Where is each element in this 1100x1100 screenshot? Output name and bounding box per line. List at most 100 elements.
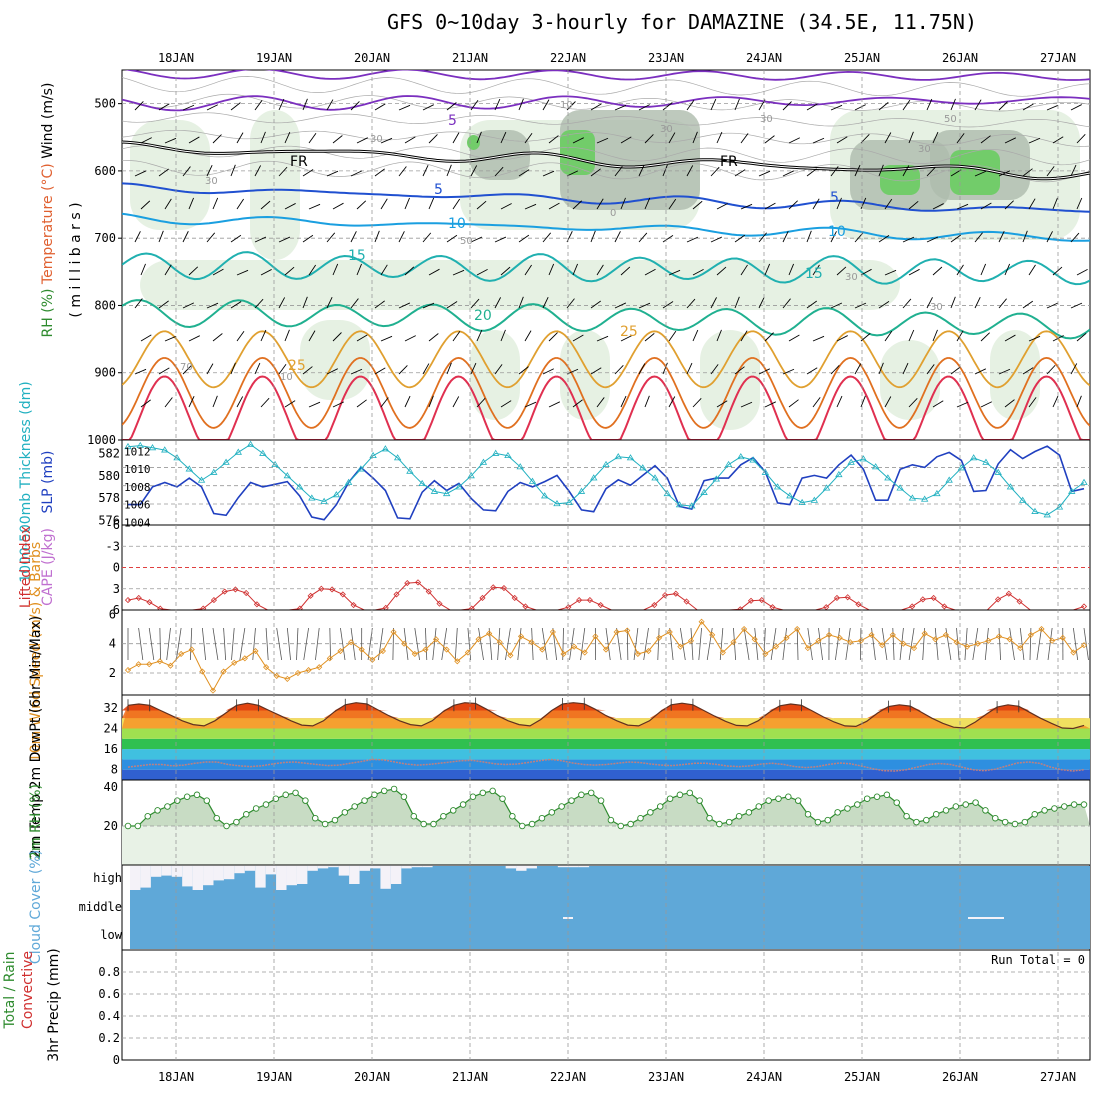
date-label-bottom: 25JAN	[844, 1070, 880, 1084]
slp-tick-label: 1010	[124, 463, 151, 476]
slp-tick-label: 1004	[124, 516, 151, 529]
cloud-level-label: high	[93, 871, 122, 885]
rh-point	[855, 802, 861, 808]
date-label-top: 22JAN	[550, 51, 586, 65]
cloud-bar-high	[151, 866, 161, 877]
rh-point	[943, 808, 949, 814]
thickness-tick-label: 580	[98, 469, 120, 483]
run-total-label: Run Total = 0	[991, 953, 1085, 967]
cloud-bar-high	[380, 866, 390, 889]
rh-point	[224, 823, 230, 829]
cloud-bar-high	[255, 866, 265, 888]
pressure-tick-label: 700	[94, 231, 116, 245]
date-label-top: 21JAN	[452, 51, 488, 65]
rh-point	[332, 817, 338, 823]
temp-band	[122, 749, 1090, 759]
ua-ylabel2: ( m i l l i b a r s )	[68, 202, 84, 317]
pressure-tick-label: 800	[94, 298, 116, 312]
rh-point	[293, 790, 299, 796]
temp-band	[122, 739, 1090, 749]
rh-point	[283, 792, 289, 798]
rh-point	[490, 788, 496, 794]
slp-tick-label: 1008	[124, 481, 151, 494]
rh-point	[588, 790, 594, 796]
date-label-bottom: 18JAN	[158, 1070, 194, 1084]
rh-point	[500, 796, 506, 802]
rh-point	[1022, 819, 1028, 825]
cloud-bar-high	[412, 866, 422, 867]
date-label-top: 19JAN	[256, 51, 292, 65]
cloud-level-label: middle	[79, 900, 122, 914]
rh-point	[598, 798, 604, 804]
rh-point	[776, 796, 782, 802]
slp-ylabel-part: SLP (mb)	[40, 450, 56, 513]
contour-label: 15	[348, 248, 366, 264]
rh-point	[884, 792, 890, 798]
rh-point	[312, 815, 318, 821]
rh-point	[549, 810, 555, 816]
temp-band	[122, 728, 1090, 738]
rh-point	[174, 798, 180, 804]
rh-point	[431, 821, 437, 827]
cloud-bar-high	[203, 866, 213, 885]
cloud-bar-high	[516, 866, 526, 871]
cloud-bar-high	[276, 866, 286, 890]
date-label-bottom: 24JAN	[746, 1070, 782, 1084]
precip-tick-label: 0.6	[98, 987, 120, 1001]
rh-point	[894, 800, 900, 806]
contour-label: 10	[448, 216, 466, 232]
precip-tick-label: 0.8	[98, 965, 120, 979]
wind-tick-label: 4	[109, 637, 116, 651]
rh-point	[480, 790, 486, 796]
rh-point	[125, 823, 131, 829]
slp-tick-label: 1012	[124, 446, 151, 459]
rh-point	[253, 806, 259, 812]
cloud-bar-high	[318, 866, 328, 868]
rh-point	[441, 813, 447, 819]
cloud-bar-high	[422, 866, 432, 867]
li-tick-label: 3	[113, 582, 120, 596]
rh-point	[362, 798, 368, 804]
cloud-bar-high	[245, 866, 255, 871]
rh-point	[411, 813, 417, 819]
thickness-tick-label: 578	[98, 491, 120, 505]
rh-point	[983, 808, 989, 814]
rh-point	[953, 804, 959, 810]
rh-point	[786, 794, 792, 800]
contour-label: FR	[290, 154, 308, 170]
ua-ylabel-part: Wind (m/s)	[40, 83, 56, 159]
rh-point	[933, 812, 939, 818]
cloud-bar-high	[527, 866, 537, 868]
rh-point	[992, 815, 998, 821]
cloud-bar-high	[172, 866, 182, 877]
rh-point	[303, 798, 309, 804]
rh-point	[559, 804, 565, 810]
wind-tick-label: 2	[109, 666, 116, 680]
slp-thickness-panel	[122, 440, 1090, 525]
ua-ylabel: RH (%) Temperature (°C) Wind (m/s)	[40, 83, 56, 338]
rh-point	[450, 808, 456, 814]
rh-base	[122, 826, 1090, 865]
date-label-bottom: 27JAN	[1040, 1070, 1076, 1084]
rh-shade-high	[467, 135, 480, 150]
cloud-bar-high	[401, 866, 411, 868]
date-label-bottom: 26JAN	[942, 1070, 978, 1084]
rh-shade	[250, 110, 300, 260]
ua-ylabel-part: RH (%)	[40, 284, 56, 337]
contour-label: 30	[845, 272, 858, 283]
li-tick-label: -6	[106, 518, 120, 532]
pressure-tick-label: 500	[94, 97, 116, 111]
cloud-ylabel-part: Cloud Cover (%)	[28, 850, 44, 964]
rh-point	[165, 804, 171, 810]
contour-label: 20	[474, 308, 492, 324]
rh-point	[234, 819, 240, 825]
date-label-bottom: 21JAN	[452, 1070, 488, 1084]
contour-label: 50	[944, 114, 957, 125]
rh-point	[381, 788, 387, 794]
rh-point	[805, 812, 811, 818]
temp-tick-label: 8	[111, 763, 118, 777]
pressure-tick-label: 600	[94, 164, 116, 178]
cloud-bar-high	[307, 866, 317, 871]
cloud-bar-high	[328, 866, 338, 867]
rh-point	[579, 792, 585, 798]
